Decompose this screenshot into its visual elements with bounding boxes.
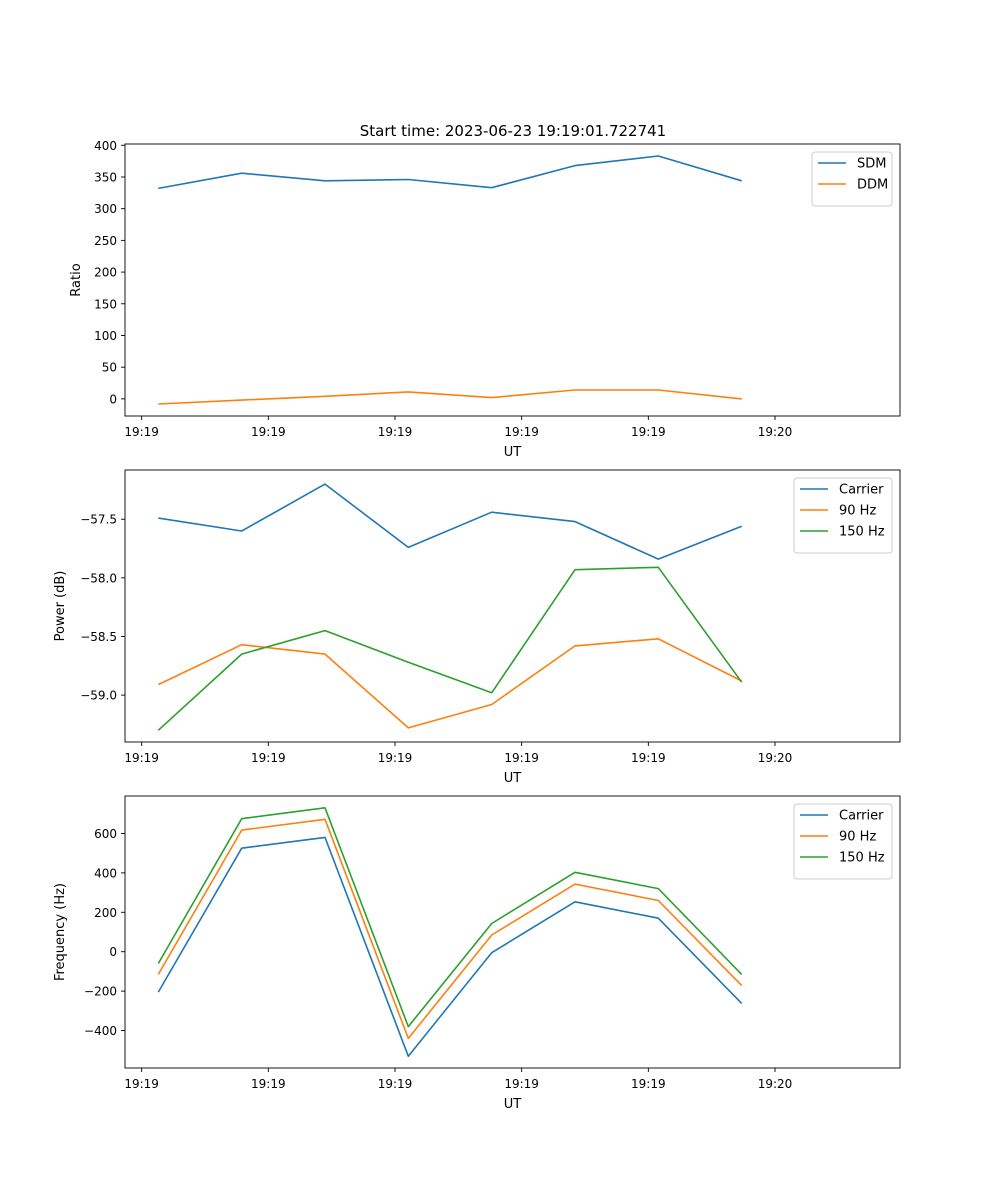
legend: Carrier 90 Hz 150 Hz	[793, 803, 893, 880]
legend-label: DDM	[857, 178, 888, 193]
x-tick-label: 19:20	[758, 425, 793, 439]
chart-panel-1: 19:19 19:19 19:19 19:19 19:19 19:20 0 50 100 150 2…	[69, 139, 901, 460]
x-tick-label: 19:19	[631, 1077, 666, 1091]
plot-frame	[124, 143, 901, 417]
y-tick-label: 0	[109, 392, 117, 406]
figure-title: Start time: 2023-06-23 19:19:01.722741	[360, 122, 666, 140]
y-tick-label: 50	[102, 361, 117, 375]
y-tick-label: 300	[94, 202, 117, 216]
chart-panel-3: 19:19 19:19 19:19 19:19 19:19 19:20 600 400 200 0…	[53, 795, 901, 1112]
x-tick-label: 19:19	[504, 751, 539, 765]
series-line-90-hz	[157, 818, 743, 1040]
y-tick-label: −59.0	[80, 689, 117, 703]
x-tick-label: 19:20	[758, 1077, 793, 1091]
x-tick-label: 19:19	[124, 1077, 159, 1091]
series-line-150-hz	[157, 566, 743, 731]
legend-box	[793, 803, 893, 880]
x-tick-label: 19:19	[631, 425, 666, 439]
x-tick-label: 19:19	[378, 751, 413, 765]
x-tick-label: 19:19	[504, 1077, 539, 1091]
x-tick-label: 19:19	[378, 425, 413, 439]
chart-panel-2: 19:19 19:19 19:19 19:19 19:19 19:20 −57.5 −58.0…	[53, 469, 901, 786]
y-tick-label: 250	[94, 234, 117, 248]
y-tick-label: 100	[94, 329, 117, 343]
x-tick-label: 19:19	[251, 1077, 286, 1091]
legend-label: Carrier	[839, 809, 884, 824]
x-tick-label: 19:19	[251, 425, 286, 439]
y-tick-label: −400	[84, 1024, 117, 1038]
legend-box	[811, 151, 893, 207]
series-line-90-hz	[157, 637, 743, 729]
y-tick-label: −58.0	[80, 571, 117, 585]
y-tick-label: −57.5	[80, 513, 117, 527]
x-tick-label: 19:19	[124, 751, 159, 765]
legend-box	[793, 477, 893, 554]
legend-label: SDM	[857, 157, 886, 172]
legend-label: 150 Hz	[839, 525, 885, 540]
x-tick-label: 19:19	[631, 751, 666, 765]
legend-label: 90 Hz	[839, 504, 876, 519]
legend: Carrier 90 Hz 150 Hz	[793, 477, 893, 554]
series-line-150-hz	[157, 806, 743, 1028]
y-axis-label: Ratio	[69, 263, 84, 296]
series-line-carrier	[158, 483, 742, 560]
series-line-sdm	[158, 155, 742, 190]
x-tick-label: 19:20	[758, 751, 793, 765]
x-tick-label: 19:19	[504, 425, 539, 439]
x-axis-label: UT	[504, 445, 522, 460]
plot-frame	[124, 795, 901, 1069]
y-tick-label: 0	[109, 945, 117, 959]
y-axis-label: Frequency (Hz)	[53, 883, 68, 981]
legend-label: 150 Hz	[839, 851, 885, 866]
y-tick-label: 200	[94, 266, 117, 280]
series-line-carrier	[157, 836, 743, 1057]
y-tick-label: 400	[94, 139, 117, 153]
y-tick-label: 350	[94, 170, 117, 184]
x-tick-label: 19:19	[378, 1077, 413, 1091]
legend-label: 90 Hz	[839, 830, 876, 845]
legend-label: Carrier	[839, 483, 884, 498]
series-line-ddm	[158, 389, 742, 405]
x-axis-label: UT	[504, 771, 522, 786]
y-tick-label: 150	[94, 297, 117, 311]
y-tick-label: −200	[84, 985, 117, 999]
y-tick-label: −58.5	[80, 630, 117, 644]
y-tick-label: 200	[94, 906, 117, 920]
y-tick-label: 400	[94, 866, 117, 880]
x-axis-label: UT	[504, 1097, 522, 1112]
legend: SDM DDM	[811, 151, 893, 207]
x-tick-label: 19:19	[124, 425, 159, 439]
plot-frame	[124, 469, 901, 743]
y-axis-label: Power (dB)	[53, 571, 68, 642]
x-tick-label: 19:19	[251, 751, 286, 765]
y-tick-label: 600	[94, 827, 117, 841]
